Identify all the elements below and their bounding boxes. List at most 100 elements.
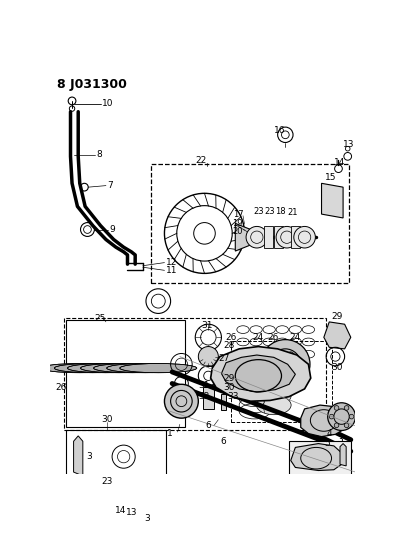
Text: 24: 24 <box>253 333 264 342</box>
Circle shape <box>287 352 294 358</box>
Circle shape <box>334 423 339 427</box>
Bar <box>66 430 166 488</box>
Text: 27: 27 <box>218 353 230 362</box>
Ellipse shape <box>257 359 291 378</box>
Polygon shape <box>235 223 255 251</box>
Polygon shape <box>322 183 343 218</box>
Text: 19: 19 <box>232 219 243 228</box>
Polygon shape <box>324 322 351 349</box>
Polygon shape <box>221 355 295 392</box>
Text: 22: 22 <box>195 156 206 165</box>
Circle shape <box>329 414 334 419</box>
Ellipse shape <box>54 364 131 373</box>
Text: 14: 14 <box>334 158 345 167</box>
Text: 12: 12 <box>166 258 177 267</box>
Circle shape <box>344 406 349 410</box>
Circle shape <box>276 227 298 248</box>
Text: 8: 8 <box>97 150 103 159</box>
Bar <box>231 341 331 422</box>
Polygon shape <box>135 508 143 528</box>
Bar <box>64 318 326 430</box>
Polygon shape <box>211 346 311 401</box>
Text: 1: 1 <box>167 429 173 438</box>
Bar <box>264 227 273 248</box>
Circle shape <box>261 340 310 389</box>
Text: 23: 23 <box>265 207 275 216</box>
Bar <box>234 357 240 372</box>
Text: 5: 5 <box>324 439 329 448</box>
Text: 15: 15 <box>326 173 337 182</box>
Circle shape <box>334 406 339 410</box>
Text: 6: 6 <box>206 422 211 430</box>
Text: 20: 20 <box>232 227 243 236</box>
Bar <box>261 357 268 372</box>
Text: 23: 23 <box>254 207 265 216</box>
Text: 26: 26 <box>55 383 67 392</box>
Bar <box>289 441 351 488</box>
Text: 13: 13 <box>343 140 354 149</box>
Text: 24: 24 <box>289 333 301 342</box>
Text: 10: 10 <box>102 100 114 109</box>
Text: 11: 11 <box>166 266 177 275</box>
Ellipse shape <box>257 377 291 396</box>
Bar <box>221 393 226 410</box>
Bar <box>203 387 214 409</box>
Text: 25: 25 <box>94 313 106 322</box>
Circle shape <box>277 352 283 358</box>
Ellipse shape <box>41 364 118 373</box>
Text: 3: 3 <box>145 514 150 523</box>
Bar <box>150 164 349 284</box>
Text: 6: 6 <box>220 437 226 446</box>
Polygon shape <box>291 443 341 471</box>
Text: 9: 9 <box>110 225 116 234</box>
Text: 3: 3 <box>86 452 91 461</box>
Text: 29: 29 <box>224 374 235 383</box>
Ellipse shape <box>107 364 184 373</box>
Text: 26: 26 <box>267 333 279 342</box>
Circle shape <box>164 384 198 418</box>
Polygon shape <box>340 443 346 466</box>
Ellipse shape <box>67 364 145 373</box>
Text: 2: 2 <box>259 400 265 409</box>
Text: 17: 17 <box>233 209 244 219</box>
Text: 8 J031300: 8 J031300 <box>57 78 127 91</box>
Bar <box>64 491 168 533</box>
Text: 14: 14 <box>115 506 127 515</box>
Text: 30: 30 <box>331 363 343 372</box>
Circle shape <box>349 414 354 419</box>
Circle shape <box>246 227 268 248</box>
Polygon shape <box>301 405 347 437</box>
Text: 26: 26 <box>225 333 236 342</box>
Bar <box>291 227 300 248</box>
Text: 30: 30 <box>224 383 235 392</box>
Ellipse shape <box>80 364 158 373</box>
Ellipse shape <box>120 364 197 373</box>
Text: 31: 31 <box>202 321 213 330</box>
Circle shape <box>293 361 299 367</box>
Bar <box>274 227 283 248</box>
Text: 23: 23 <box>101 477 112 486</box>
Circle shape <box>294 227 315 248</box>
Polygon shape <box>74 436 83 476</box>
Text: 18: 18 <box>275 207 285 216</box>
Text: 4: 4 <box>327 429 333 438</box>
Circle shape <box>344 423 349 427</box>
Ellipse shape <box>257 395 291 415</box>
Circle shape <box>277 370 283 377</box>
Ellipse shape <box>93 364 171 373</box>
Text: 16: 16 <box>274 126 286 135</box>
Circle shape <box>287 370 294 377</box>
Text: 21: 21 <box>288 208 298 217</box>
Circle shape <box>272 361 278 367</box>
Text: 28: 28 <box>224 341 235 350</box>
Text: 30: 30 <box>101 415 112 424</box>
Text: 31: 31 <box>198 381 210 390</box>
Bar <box>243 357 249 372</box>
Text: 3: 3 <box>337 435 343 444</box>
Ellipse shape <box>257 368 291 387</box>
Bar <box>66 320 185 427</box>
Text: 7: 7 <box>107 181 113 190</box>
Circle shape <box>327 403 356 431</box>
Bar <box>252 357 258 372</box>
Ellipse shape <box>257 386 291 406</box>
